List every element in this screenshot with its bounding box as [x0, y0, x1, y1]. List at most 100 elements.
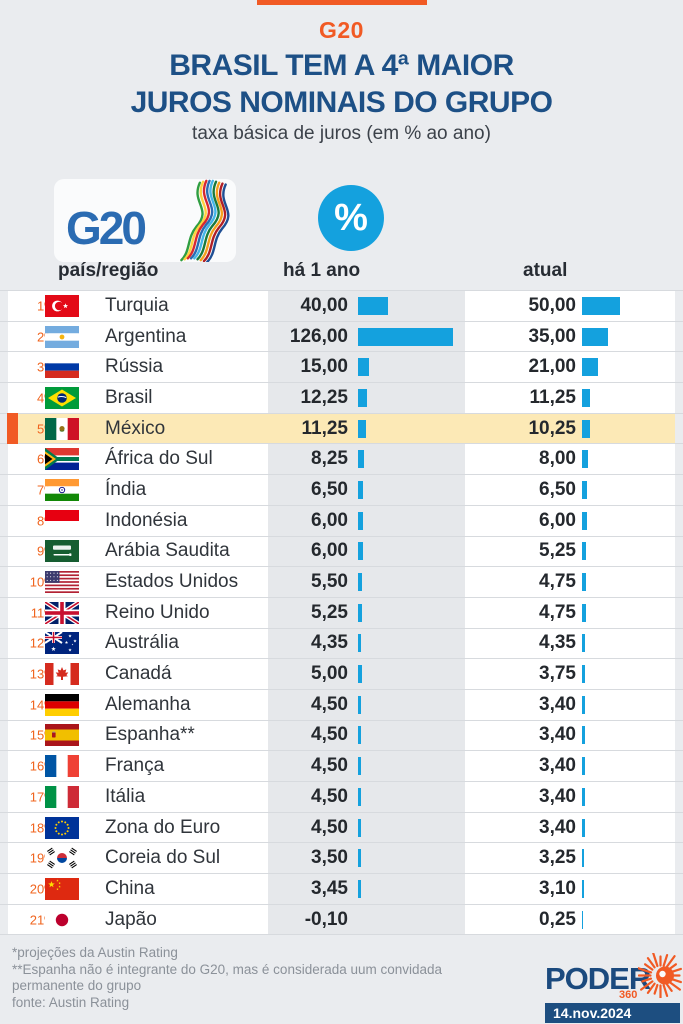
- current-cell: 3,40: [465, 720, 675, 751]
- bar-year-ago: [358, 787, 362, 806]
- country-cell: 21º Japão: [8, 904, 268, 935]
- country-cell: 5º México: [8, 413, 268, 444]
- country-label: Alemanha: [105, 693, 191, 715]
- g20-logo-text: G20: [66, 202, 147, 254]
- bar-year-ago: [358, 511, 363, 530]
- table-row: 12º Austrália 4,35 4,35: [0, 628, 683, 660]
- value-year-ago: 4,35: [311, 632, 348, 654]
- rank-label: 16º: [29, 758, 49, 774]
- rank-label: 17º: [29, 789, 49, 805]
- table-row: 19º Coreia do Sul 3,50 3,25: [0, 843, 683, 875]
- table-row: 3º Rússia 15,00 21,00: [0, 352, 683, 384]
- current-cell: 6,00: [465, 505, 675, 536]
- country-label: Indonésia: [105, 509, 188, 531]
- flag-icon-argentina: [45, 325, 79, 348]
- highlight-marker: [7, 412, 18, 445]
- rank-label: 19º: [29, 850, 49, 866]
- country-cell: 11º Reino Unido: [8, 597, 268, 628]
- country-cell: 1º Turquia: [8, 291, 268, 321]
- bar-current: [582, 726, 585, 745]
- country-cell: 13º Canadá: [8, 659, 268, 689]
- rank-label: 6º: [37, 451, 49, 467]
- year-ago-cell: 5,50: [268, 567, 465, 597]
- year-ago-cell: 12,25: [268, 383, 465, 413]
- current-cell: 35,00: [465, 321, 675, 352]
- bar-current: [582, 634, 586, 653]
- current-cell: 5,25: [465, 536, 675, 567]
- brand-name: PODER: [545, 961, 651, 996]
- country-cell: 17º Itália: [8, 782, 268, 812]
- footnotes: *projeções da Austin Rating **Espanha nã…: [12, 945, 517, 1011]
- current-cell: 3,75: [465, 659, 675, 689]
- value-current: 3,25: [539, 847, 576, 869]
- value-current: 3,40: [539, 755, 576, 777]
- value-year-ago: 6,50: [311, 478, 348, 500]
- rank-label: 13º: [29, 666, 49, 682]
- column-header-year-ago: há 1 ano: [283, 260, 361, 281]
- country-cell: 20º China: [8, 874, 268, 904]
- bar-current: [582, 296, 620, 315]
- bar-current: [582, 327, 609, 346]
- value-year-ago: -0,10: [304, 908, 348, 930]
- country-cell: 6º África do Sul: [8, 444, 268, 475]
- rank-label: 4º: [37, 390, 49, 406]
- table-row: 2º Argentina 126,00 35,00: [0, 321, 683, 353]
- year-ago-cell: 6,50: [268, 475, 465, 505]
- value-current: 11,25: [529, 386, 577, 408]
- value-year-ago: 4,50: [311, 816, 348, 838]
- bar-year-ago: [358, 665, 362, 684]
- bar-current: [582, 603, 586, 622]
- value-year-ago: 6,00: [311, 509, 348, 531]
- flag-icon-japao: [45, 908, 79, 931]
- rank-label: 8º: [37, 513, 49, 529]
- current-cell: 3,40: [465, 689, 675, 720]
- country-cell: 7º Índia: [8, 475, 268, 505]
- current-cell: 4,75: [465, 567, 675, 597]
- year-ago-cell: 5,00: [268, 659, 465, 689]
- table-row: 16º França 4,50 3,40: [0, 751, 683, 782]
- value-year-ago: 40,00: [300, 294, 348, 316]
- bar-current: [582, 818, 585, 837]
- current-cell: 10,25: [465, 413, 675, 444]
- country-cell: 15º Espanha**: [8, 720, 268, 751]
- rank-label: 14º: [29, 697, 49, 713]
- value-year-ago: 5,00: [311, 663, 348, 685]
- current-cell: 4,75: [465, 597, 675, 628]
- rank-label: 20º: [29, 881, 49, 897]
- rank-label: 5º: [37, 421, 49, 437]
- value-year-ago: 4,50: [311, 693, 348, 715]
- year-ago-cell: 40,00: [268, 291, 465, 321]
- percent-icon: %: [318, 185, 384, 251]
- country-label: Índia: [105, 478, 147, 500]
- table-row: 5º México 11,25 10,25: [0, 412, 683, 445]
- rank-label: 2º: [37, 329, 49, 345]
- bar-year-ago: [358, 726, 362, 745]
- flag-icon-zona-do-euro: [45, 816, 79, 839]
- rank-label: 1º: [37, 298, 49, 314]
- title-line1: BRASIL TEM A 4ª MAIOR: [169, 49, 514, 82]
- value-current: 3,40: [539, 724, 576, 746]
- country-cell: 10º Estados Unidos: [8, 567, 268, 597]
- rank-label: 11º: [30, 605, 49, 621]
- table-row: 17º Itália 4,50 3,40: [0, 782, 683, 813]
- bar-year-ago: [358, 695, 362, 714]
- g20-swirl-icon: [180, 179, 230, 262]
- current-cell: 6,50: [465, 475, 675, 505]
- year-ago-cell: 3,45: [268, 874, 465, 904]
- value-current: 0,25: [539, 908, 576, 930]
- value-current: 4,75: [539, 601, 576, 623]
- table-row: 11º Reino Unido 5,25 4,75: [0, 597, 683, 629]
- year-ago-cell: 4,50: [268, 720, 465, 751]
- current-cell: 3,25: [465, 843, 675, 874]
- bar-current: [582, 511, 587, 530]
- bar-year-ago: [358, 388, 368, 407]
- g20-logo: G20: [54, 179, 236, 262]
- bar-current: [582, 358, 598, 377]
- bar-year-ago: [358, 480, 363, 499]
- value-current: 35,00: [528, 325, 576, 347]
- country-label: Japão: [105, 908, 157, 930]
- bar-current: [582, 542, 586, 561]
- rank-label: 10º: [29, 574, 49, 590]
- bar-year-ago: [358, 296, 388, 315]
- rank-label: 3º: [37, 359, 49, 375]
